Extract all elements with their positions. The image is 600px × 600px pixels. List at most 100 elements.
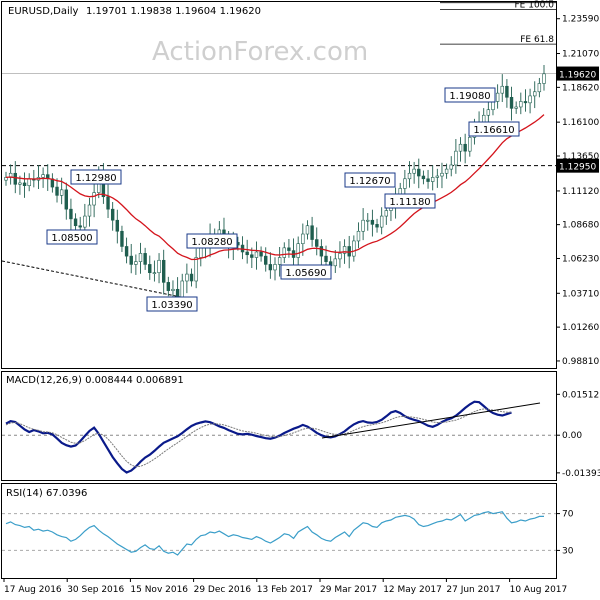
candle-body <box>361 219 365 232</box>
candle-body <box>277 257 282 265</box>
candle-body <box>370 219 375 225</box>
macd-layer <box>2 400 556 474</box>
candle-body <box>500 85 504 94</box>
candle-body <box>509 96 514 109</box>
current-price-tag <box>557 66 599 81</box>
candle-body <box>175 288 180 298</box>
candle-body <box>458 143 463 152</box>
candle-body <box>152 272 157 275</box>
price-annotation-box <box>146 296 198 312</box>
date-axis-label: 29 Dec 2016 <box>194 585 252 595</box>
candle-body <box>157 259 161 274</box>
candle-body <box>161 259 166 283</box>
candle-body <box>412 168 416 174</box>
fib-level-label: FE 100.0 <box>515 1 555 11</box>
price-axis-label: 0.98810 <box>562 357 599 367</box>
price-annotation-label: 1.12980 <box>75 173 116 184</box>
macd-axis-label: 0.01512 <box>562 390 599 400</box>
candle-body <box>83 215 87 228</box>
candle-body <box>287 247 291 251</box>
price-axis-label: 1.08680 <box>562 221 599 231</box>
price-annotation-label: 1.08280 <box>191 237 232 248</box>
fib-level-label: FE 61.8 <box>520 35 554 45</box>
price-annotation-label: 1.05690 <box>285 268 326 279</box>
price-axis-label: 1.03710 <box>562 289 599 299</box>
price-annotation-label: 1.08500 <box>51 233 92 244</box>
date-axis-label: 15 Nov 2016 <box>130 585 188 595</box>
candle-body <box>305 225 310 235</box>
candle-body <box>120 230 124 247</box>
candle-body <box>310 225 314 240</box>
macd-axis-label: -0.01393 <box>562 469 600 479</box>
candle-body <box>338 253 342 260</box>
candle-body <box>106 196 110 210</box>
candle-body <box>463 143 467 152</box>
candle-body <box>69 208 73 220</box>
macd-title: MACD(12,26,9) 0.008444 0.006891 <box>6 375 184 386</box>
price-axis-label: 1.23590 <box>562 15 599 25</box>
candle-body <box>268 264 273 271</box>
price-axis-label: 1.16100 <box>562 118 599 128</box>
candle-body <box>491 101 495 111</box>
candle-body <box>528 95 532 104</box>
candle-body <box>194 257 198 282</box>
rsi-layer <box>2 511 556 556</box>
candle-body <box>384 210 389 217</box>
candle-body <box>324 255 328 262</box>
candle-body <box>73 218 78 227</box>
candle-body <box>282 247 286 258</box>
candle-body <box>92 192 96 206</box>
candle-body <box>59 189 64 196</box>
price-annotation-label: 1.11180 <box>389 197 430 208</box>
candle-body <box>440 172 444 177</box>
candle-body <box>356 230 361 242</box>
price-axis-label: 1.21070 <box>562 50 599 60</box>
price-annotation-label: 1.19080 <box>449 91 490 102</box>
rsi-title: RSI(14) 67.0396 <box>6 488 87 499</box>
price-axis-label: 1.01260 <box>562 323 599 333</box>
candle-body <box>301 233 305 244</box>
candle-body <box>468 137 472 152</box>
candle-body <box>64 189 68 210</box>
date-axis-label: 17 Aug 2016 <box>4 585 62 595</box>
macd-axis-label: 0.00 <box>562 431 582 441</box>
candle-body <box>417 168 421 177</box>
price-annotation-box <box>468 121 520 137</box>
price-axis-label: 1.18620 <box>562 83 599 93</box>
date-axis-label: 30 Sep 2016 <box>67 585 124 595</box>
candle-body <box>375 224 379 228</box>
rsi-line <box>5 511 544 556</box>
candle-body <box>342 246 347 254</box>
candle-body <box>185 273 189 282</box>
candle-body <box>180 280 184 298</box>
candle-body <box>189 273 194 282</box>
candle-body <box>115 219 120 232</box>
price-axis-label: 1.06230 <box>562 254 599 264</box>
date-axis-label: 27 Jun 2017 <box>446 585 500 595</box>
candle-body <box>87 204 92 217</box>
macd-signal-line <box>5 408 512 468</box>
macd-line <box>5 400 512 474</box>
candle-body <box>454 150 458 166</box>
current-price-text: 1.19620 <box>559 71 596 81</box>
candle-body <box>259 251 263 257</box>
candle-body <box>296 243 300 258</box>
candle-body <box>273 264 277 271</box>
moving-average-line <box>5 114 545 261</box>
candle-body <box>347 246 351 257</box>
candle-body <box>55 186 59 196</box>
candle-body <box>250 254 254 258</box>
candle-body <box>199 247 203 258</box>
price-annotation-box <box>46 229 98 245</box>
candle-body <box>352 240 356 257</box>
candle-body <box>495 92 500 102</box>
price-annotation-box <box>444 87 496 103</box>
candle-body <box>519 101 523 108</box>
candle-body <box>379 215 384 228</box>
price-axis-label: 1.13650 <box>562 152 599 162</box>
rsi-panel-frame <box>1 483 557 579</box>
candle-body <box>110 208 115 221</box>
candle-body <box>166 282 171 291</box>
candle-body <box>124 246 129 257</box>
price-annotation-box <box>70 169 122 185</box>
